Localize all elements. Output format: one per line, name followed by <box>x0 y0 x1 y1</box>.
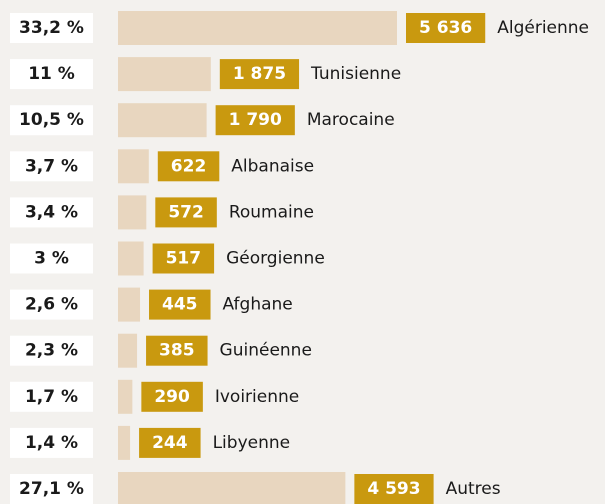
share-box <box>10 243 93 274</box>
share-box <box>10 197 93 228</box>
value-label-box <box>215 105 295 136</box>
value-label: 1 875 <box>233 64 286 84</box>
bar <box>118 57 211 92</box>
value-label-box <box>146 335 208 366</box>
category-label: Autres <box>446 479 501 499</box>
bar <box>118 287 141 322</box>
share-box <box>10 474 93 504</box>
share-label: 11 % <box>28 64 75 84</box>
bar <box>118 333 138 368</box>
value-label-box <box>141 381 203 412</box>
bar <box>118 425 131 460</box>
value-label-box <box>149 289 211 320</box>
category-label: Roumaine <box>229 202 314 222</box>
value-label-box <box>155 197 217 228</box>
value-label-box <box>139 427 201 458</box>
share-label: 1,4 % <box>25 433 78 453</box>
category-label: Afghane <box>223 295 293 315</box>
category-label: Ivoirienne <box>215 387 299 407</box>
share-label: 3 % <box>34 249 69 269</box>
category-label: Algérienne <box>497 18 589 38</box>
share-label: 3,7 % <box>25 156 78 176</box>
value-label-box <box>152 243 215 274</box>
bar <box>118 11 397 45</box>
share-label: 33,2 % <box>19 18 84 38</box>
share-box <box>10 381 93 412</box>
share-box <box>10 105 93 136</box>
share-box <box>10 335 93 366</box>
value-label-box <box>354 474 434 504</box>
share-label: 1,7 % <box>25 387 78 407</box>
category-label: Géorgienne <box>226 249 325 269</box>
share-box <box>10 151 93 182</box>
bar <box>118 241 144 276</box>
share-label: 3,4 % <box>25 202 78 222</box>
share-label: 2,3 % <box>25 341 78 361</box>
value-label: 4 593 <box>367 479 420 499</box>
share-box <box>10 59 93 90</box>
share-box <box>10 13 93 43</box>
share-label: 2,6 % <box>25 295 78 315</box>
value-label-box <box>219 59 300 90</box>
category-label: Albanaise <box>231 156 314 176</box>
category-label: Tunisienne <box>310 64 401 84</box>
bar <box>118 195 147 230</box>
category-label: Guinéenne <box>220 341 312 361</box>
value-label: 385 <box>159 341 195 361</box>
share-label: 10,5 % <box>19 110 84 130</box>
value-label-box <box>406 13 486 43</box>
bar <box>118 472 346 504</box>
value-label: 517 <box>166 249 202 269</box>
value-label: 290 <box>154 387 190 407</box>
value-label: 1 790 <box>229 110 282 130</box>
share-box <box>10 427 93 458</box>
value-label: 244 <box>152 433 188 453</box>
share-box <box>10 289 93 320</box>
value-label-box <box>157 151 220 182</box>
value-label: 572 <box>168 202 204 222</box>
bar <box>118 379 133 414</box>
category-label: Libyenne <box>213 433 291 453</box>
value-label: 622 <box>171 156 207 176</box>
category-label: Marocaine <box>307 110 395 130</box>
value-label: 5 636 <box>419 18 472 38</box>
bar <box>118 149 149 184</box>
share-label: 27,1 % <box>19 479 84 499</box>
value-label: 445 <box>162 295 198 315</box>
bar <box>118 103 207 138</box>
